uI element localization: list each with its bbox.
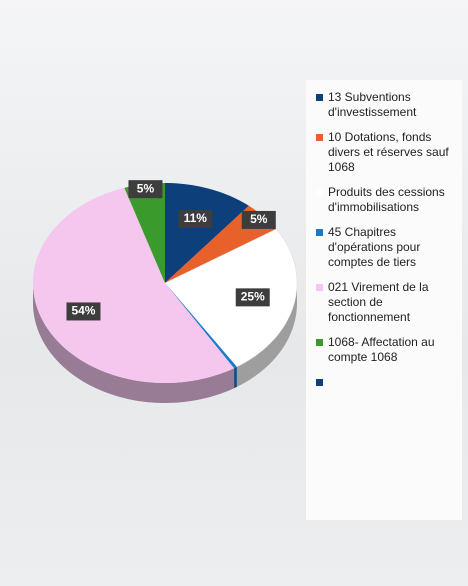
label-box xyxy=(178,209,213,228)
legend-item: Produits des cessions d'immobilisations xyxy=(316,185,458,215)
slice xyxy=(165,283,237,369)
legend-panel xyxy=(306,80,462,520)
label-box xyxy=(128,180,163,199)
data-label: 25% xyxy=(241,290,265,304)
data-label: 5% xyxy=(250,212,268,226)
slice-side xyxy=(234,366,237,389)
data-label: 11% xyxy=(184,211,208,225)
label-box xyxy=(235,288,270,307)
legend-item: 021 Virement de la section de fonctionne… xyxy=(316,280,458,325)
legend-swatch xyxy=(316,94,323,101)
data-label: 5% xyxy=(137,181,155,195)
legend-swatch xyxy=(316,134,323,141)
legend-item: 10 Dotations, fonds divers et réserves s… xyxy=(316,130,458,175)
legend-swatch xyxy=(316,229,323,236)
legend-item: 13 Subventions d'investissement xyxy=(316,90,458,120)
label-box xyxy=(66,302,101,321)
slice-side xyxy=(33,283,235,403)
data-label: 54% xyxy=(71,304,95,318)
legend: 13 Subventions d'investissement 10 Dotati… xyxy=(316,90,458,400)
legend-label: 1068- Affectation au compte 1068 xyxy=(328,335,435,364)
legend-label: 10 Dotations, fonds divers et réserves s… xyxy=(328,130,449,174)
legend-item: 1068- Affectation au compte 1068 xyxy=(316,335,458,365)
legend-swatch xyxy=(316,189,323,196)
legend-item: 45 Chapitres d'opérations pour comptes d… xyxy=(316,225,458,270)
legend-item xyxy=(316,375,458,390)
slice xyxy=(165,183,249,283)
legend-label: 45 Chapitres d'opérations pour comptes d… xyxy=(328,225,421,269)
legend-swatch xyxy=(316,284,323,291)
slice xyxy=(124,183,165,283)
legend-label: 021 Virement de la section de fonctionne… xyxy=(328,280,429,324)
legend-swatch xyxy=(316,339,323,346)
slice xyxy=(33,187,235,383)
slice xyxy=(164,228,298,368)
legend-label: 13 Subventions d'investissement xyxy=(328,90,417,119)
label-box xyxy=(241,210,276,229)
slice-side xyxy=(236,283,297,387)
legend-swatch xyxy=(316,379,323,386)
legend-label: Produits des cessions d'immobilisations xyxy=(328,185,445,214)
